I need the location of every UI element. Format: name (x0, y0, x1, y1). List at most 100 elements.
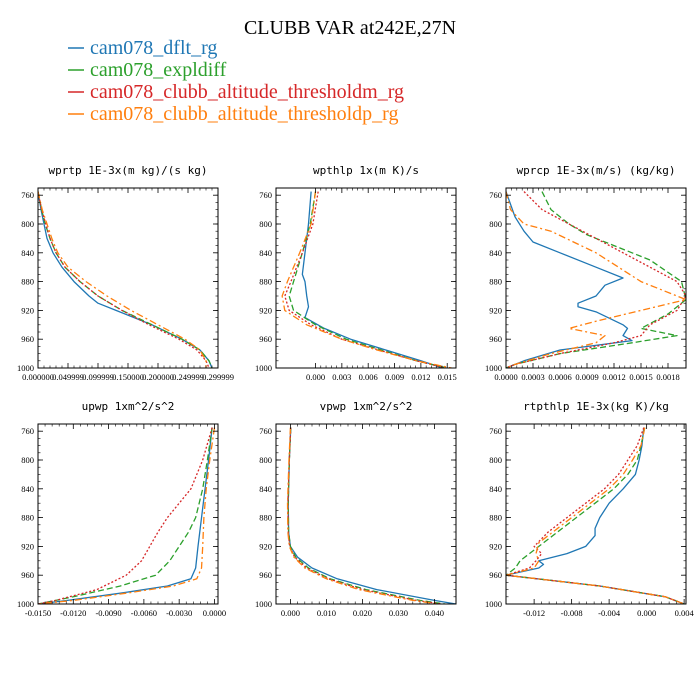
x-tick-label: 0.009 (385, 372, 404, 382)
panel-title: rtpthlp 1E-3x(kg K)/kg (523, 400, 669, 413)
y-tick-label: 840 (259, 484, 272, 494)
series-line (506, 191, 686, 368)
y-tick-label: 840 (259, 248, 272, 258)
y-tick-label: 1000 (485, 363, 502, 373)
x-tick-label: 0.000 (637, 608, 656, 618)
panel: wprtp 1E-3x(m kg)/(s kg) 760 800 840 880 920 9… (17, 164, 234, 382)
legend: cam078_dflt_rg cam078_expldiff cam078_cl… (68, 37, 404, 125)
y-tick-label: 840 (489, 248, 502, 258)
x-tick-label: 0.000 (281, 608, 300, 618)
panel: wpthlp 1x(m K)/s 760 800 840 880 920 960 1000 0.… (255, 164, 457, 382)
y-tick-label: 960 (259, 334, 272, 344)
y-tick-label: 760 (259, 426, 272, 436)
series-line (506, 427, 685, 604)
x-tick-label: 0.020 (353, 608, 372, 618)
panel-title: wpthlp 1x(m K)/s (313, 164, 419, 177)
legend-label: cam078_clubb_altitude_thresholdm_rg (90, 81, 404, 103)
y-tick-label: 800 (259, 219, 272, 229)
series-line (38, 191, 210, 368)
y-tick-label: 800 (259, 455, 272, 465)
legend-item: cam078_expldiff (68, 59, 227, 81)
series-line (506, 427, 685, 604)
x-tick-label: 0.015 (438, 372, 457, 382)
x-tick-label: -0.008 (561, 608, 583, 618)
x-tick-label: 0.150000 (112, 372, 144, 382)
y-tick-label: 880 (21, 513, 34, 523)
legend-item: cam078_clubb_altitude_thresholdm_rg (68, 81, 404, 103)
series-line (38, 427, 213, 604)
y-tick-label: 880 (259, 513, 272, 523)
y-tick-label: 920 (259, 305, 272, 315)
legend-item: cam078_dflt_rg (68, 37, 217, 59)
x-tick-label: 0.0009 (575, 372, 598, 382)
x-tick-label: -0.012 (523, 608, 545, 618)
panels: wprtp 1E-3x(m kg)/(s kg) 760 800 840 880 920 9… (17, 164, 694, 618)
x-tick-label: 0.0012 (602, 372, 625, 382)
series-line (506, 191, 633, 368)
y-tick-label: 800 (21, 219, 34, 229)
y-tick-label: 960 (489, 570, 502, 580)
series-line (38, 427, 213, 604)
panel-title: vpwp 1xm^2/s^2 (320, 400, 413, 413)
panel: vpwp 1xm^2/s^2 760 800 840 880 920 960 1000 0.00… (255, 400, 457, 618)
panel: wprcp 1E-3x(m/s) (kg/kg) 760 800 840 880 920 9… (485, 164, 687, 382)
y-tick-label: 760 (489, 426, 502, 436)
x-tick-label: 0.0006 (548, 372, 571, 382)
series-line (286, 427, 439, 604)
x-tick-label: 0.0018 (656, 372, 679, 382)
y-tick-label: 880 (21, 277, 34, 287)
y-tick-label: 1000 (255, 599, 272, 609)
x-tick-label: 0.249999 (172, 372, 204, 382)
plot-frame (505, 423, 687, 605)
panel-title: upwp 1xm^2/s^2 (82, 400, 175, 413)
series-line (301, 191, 444, 368)
legend-label: cam078_expldiff (90, 59, 227, 81)
y-tick-label: 880 (259, 277, 272, 287)
x-tick-label: 0.003 (332, 372, 351, 382)
series-line (38, 427, 216, 604)
series-line (506, 191, 686, 368)
y-tick-label: 1000 (255, 363, 272, 373)
y-tick-label: 960 (489, 334, 502, 344)
x-tick-label: 0.040 (425, 608, 444, 618)
series-line (38, 191, 207, 368)
y-tick-label: 840 (21, 484, 34, 494)
x-tick-label: 0.299999 (202, 372, 234, 382)
panel-title: wprcp 1E-3x(m/s) (kg/kg) (517, 164, 676, 177)
x-tick-label: 0.000 (306, 372, 325, 382)
x-tick-label: 0.200000 (142, 372, 174, 382)
y-tick-label: 760 (21, 190, 34, 200)
x-tick-label: 0.0000 (203, 608, 226, 618)
x-tick-label: 0.006 (359, 372, 378, 382)
y-tick-label: 920 (21, 541, 34, 551)
y-tick-label: 920 (489, 541, 502, 551)
y-tick-label: 840 (489, 484, 502, 494)
y-tick-label: 760 (489, 190, 502, 200)
legend-item: cam078_clubb_altitude_thresholdp_rg (68, 103, 398, 125)
x-tick-label: -0.0120 (60, 608, 86, 618)
y-tick-label: 800 (489, 455, 502, 465)
series-line (288, 191, 448, 368)
y-tick-label: 800 (21, 455, 34, 465)
plot-frame (275, 187, 457, 369)
series-line (281, 191, 452, 368)
figure-title: CLUBB VAR at242E,27N (244, 17, 456, 39)
y-tick-label: 960 (259, 570, 272, 580)
x-tick-label: -0.0150 (25, 608, 51, 618)
series-line (287, 427, 446, 604)
panel: upwp 1xm^2/s^27608008408809209601000-0.0… (17, 400, 226, 618)
panel-title: wprtp 1E-3x(m kg)/(s kg) (49, 164, 208, 177)
plot-frame (275, 423, 457, 605)
y-tick-label: 1000 (17, 599, 34, 609)
x-tick-label: 0.049999 (52, 372, 84, 382)
plot-frame (37, 423, 219, 605)
x-tick-label: 0.004 (675, 608, 695, 618)
y-tick-label: 880 (489, 513, 502, 523)
y-tick-label: 920 (489, 305, 502, 315)
y-tick-label: 1000 (485, 599, 502, 609)
y-tick-label: 920 (21, 305, 34, 315)
x-tick-label: 0.099999 (82, 372, 114, 382)
y-tick-label: 760 (21, 426, 34, 436)
x-tick-label: -0.0030 (166, 608, 192, 618)
